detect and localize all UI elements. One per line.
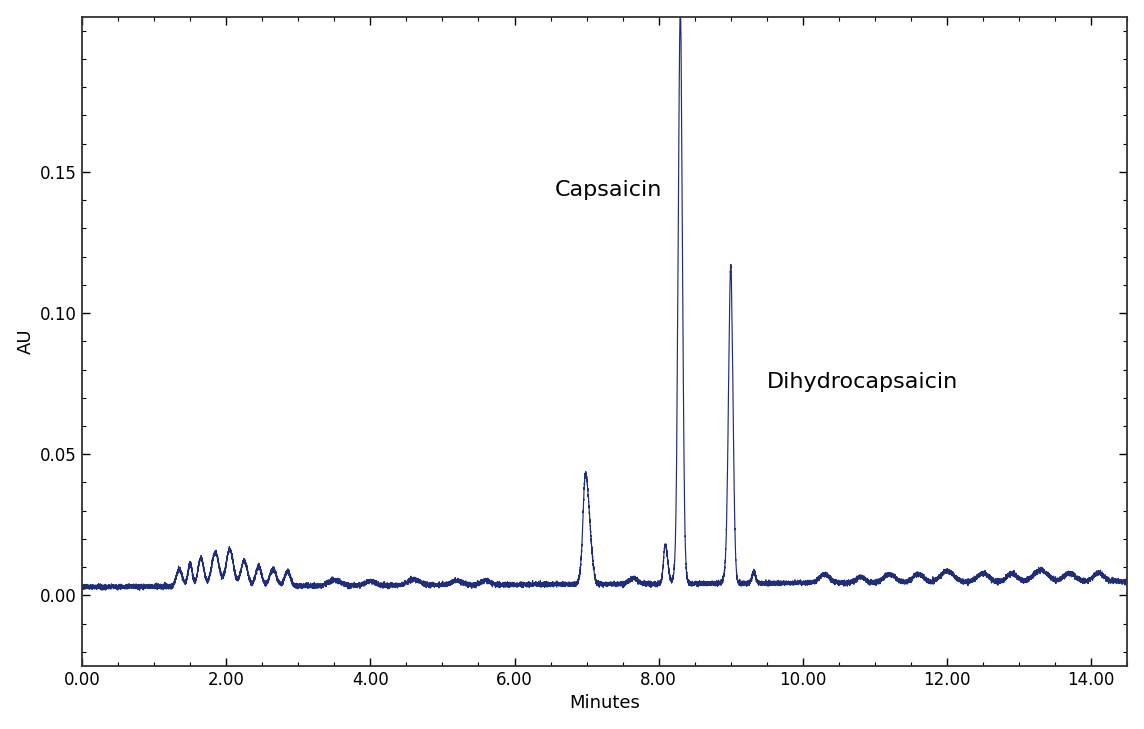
X-axis label: Minutes: Minutes — [570, 694, 641, 712]
Text: Capsaicin: Capsaicin — [555, 180, 662, 200]
Y-axis label: AU: AU — [17, 329, 34, 354]
Text: Dihydrocapsaicin: Dihydrocapsaicin — [766, 372, 959, 392]
